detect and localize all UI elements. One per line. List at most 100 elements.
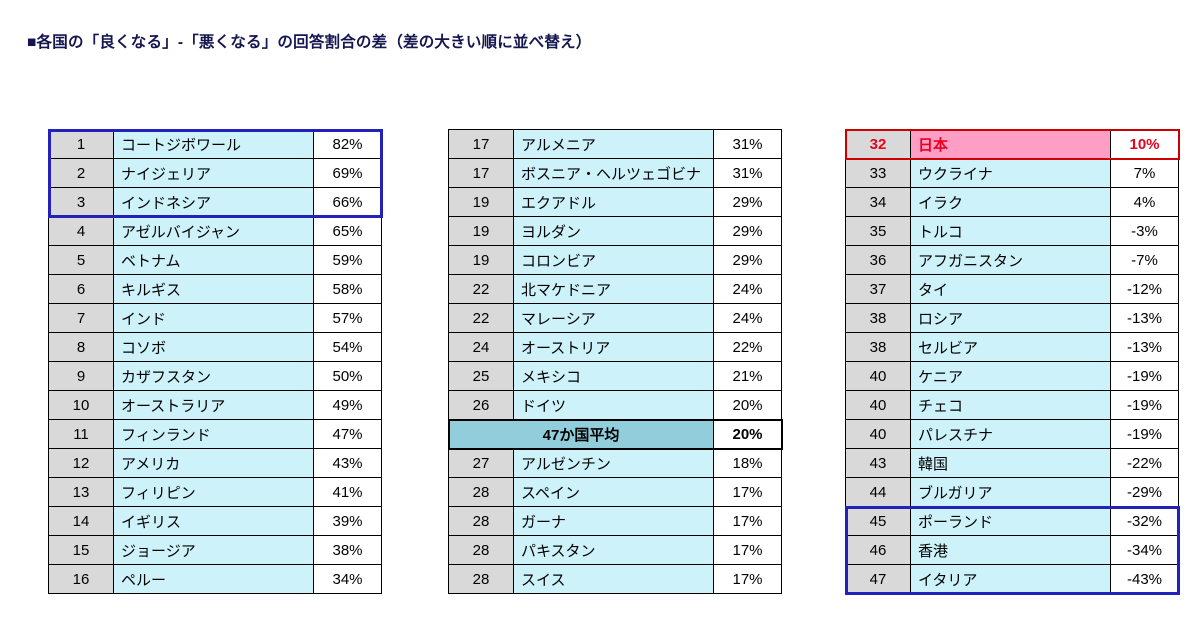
value-cell: 65% <box>314 217 382 246</box>
rank-cell: 17 <box>449 159 514 188</box>
country-cell: ガーナ <box>514 507 714 536</box>
rank-cell: 13 <box>49 478 114 507</box>
value-cell: 38% <box>314 536 382 565</box>
country-cell: 日本 <box>911 130 1111 159</box>
page-title: ■各国の「良くなる」-「悪くなる」の回答割合の差（差の大きい順に並べ替え） <box>27 34 592 51</box>
table-row: 26 ドイツ 20% <box>449 391 782 420</box>
country-cell: コソボ <box>114 333 314 362</box>
country-cell: ロシア <box>911 304 1111 333</box>
value-cell: 31% <box>714 130 782 159</box>
country-cell: スペイン <box>514 478 714 507</box>
country-cell: トルコ <box>911 217 1111 246</box>
rank-cell: 28 <box>449 478 514 507</box>
ranking-table-1: 1 コートジボワール 82% 2 ナイジェリア 69% 3 インドネシア 66% 4 アゼルバイジャ… <box>48 129 383 594</box>
country-cell: ドイツ <box>514 391 714 420</box>
country-cell: ボスニア・ヘルツェゴビナ <box>514 159 714 188</box>
value-cell: -7% <box>1111 246 1179 275</box>
country-cell: ヨルダン <box>514 217 714 246</box>
rank-cell: 28 <box>449 507 514 536</box>
rank-cell: 27 <box>449 449 514 478</box>
rank-cell: 4 <box>49 217 114 246</box>
rank-cell: 19 <box>449 188 514 217</box>
table-row: 47 イタリア -43% <box>846 565 1179 594</box>
country-cell: パレスチナ <box>911 420 1111 449</box>
value-cell: -3% <box>1111 217 1179 246</box>
average-value-cell: 20% <box>714 420 782 449</box>
table-row: 8 コソボ 54% <box>49 333 382 362</box>
table-row: 35 トルコ -3% <box>846 217 1179 246</box>
table-row: 3 インドネシア 66% <box>49 188 382 217</box>
value-cell: 43% <box>314 449 382 478</box>
rank-cell: 22 <box>449 304 514 333</box>
country-cell: ペルー <box>114 565 314 594</box>
value-cell: 50% <box>314 362 382 391</box>
rank-cell: 24 <box>449 333 514 362</box>
table-row: 24 オーストリア 22% <box>449 333 782 362</box>
table-row: 38 セルビア -13% <box>846 333 1179 362</box>
value-cell: 22% <box>714 333 782 362</box>
value-cell: 17% <box>714 478 782 507</box>
value-cell: -12% <box>1111 275 1179 304</box>
country-cell: カザフスタン <box>114 362 314 391</box>
table-row: 16 ペルー 34% <box>49 565 382 594</box>
rank-cell: 19 <box>449 217 514 246</box>
rank-cell: 28 <box>449 565 514 594</box>
table-row: 46 香港 -34% <box>846 536 1179 565</box>
country-cell: タイ <box>911 275 1111 304</box>
ranking-tables-container: 1 コートジボワール 82% 2 ナイジェリア 69% 3 インドネシア 66% 4 アゼルバイジャ… <box>0 129 1200 599</box>
country-cell: インド <box>114 304 314 333</box>
table-row: 25 メキシコ 21% <box>449 362 782 391</box>
ranking-table-3: 32 日本 10% 33 ウクライナ 7% 34 イラク 4% 35 トルコ -3% 36 アフガニスタン… <box>845 129 1180 595</box>
average-row: 47か国平均 20% <box>448 419 783 450</box>
table-row: 6 キルギス 58% <box>49 275 382 304</box>
bottom3-highlight-group: 45 ポーランド -32% 46 香港 -34% 47 イタリア -43% <box>845 506 1180 595</box>
country-cell: セルビア <box>911 333 1111 362</box>
table-row: 40 ケニア -19% <box>846 362 1179 391</box>
country-cell: 北マケドニア <box>514 275 714 304</box>
country-cell: キルギス <box>114 275 314 304</box>
country-cell: ポーランド <box>911 507 1111 536</box>
table-row: 22 マレーシア 24% <box>449 304 782 333</box>
value-cell: 34% <box>314 565 382 594</box>
country-cell: ケニア <box>911 362 1111 391</box>
table-row: 37 タイ -12% <box>846 275 1179 304</box>
table-row: 9 カザフスタン 50% <box>49 362 382 391</box>
value-cell: 59% <box>314 246 382 275</box>
country-cell: エクアドル <box>514 188 714 217</box>
rank-cell: 3 <box>49 188 114 217</box>
rank-cell: 32 <box>846 130 911 159</box>
table-row: 34 イラク 4% <box>846 188 1179 217</box>
value-cell: 58% <box>314 275 382 304</box>
value-cell: -29% <box>1111 478 1179 507</box>
value-cell: 29% <box>714 188 782 217</box>
country-cell: アゼルバイジャン <box>114 217 314 246</box>
value-cell: 10% <box>1111 130 1179 159</box>
table-row: 43 韓国 -22% <box>846 449 1179 478</box>
country-cell: ウクライナ <box>911 159 1111 188</box>
rank-cell: 38 <box>846 304 911 333</box>
table-row: 19 ヨルダン 29% <box>449 217 782 246</box>
table-row: 33 ウクライナ 7% <box>846 159 1179 188</box>
rank-cell: 8 <box>49 333 114 362</box>
rank-cell: 10 <box>49 391 114 420</box>
country-cell: 香港 <box>911 536 1111 565</box>
table-row: 28 パキスタン 17% <box>449 536 782 565</box>
rank-cell: 37 <box>846 275 911 304</box>
average-label: 47か国平均 <box>449 420 714 449</box>
rank-cell: 43 <box>846 449 911 478</box>
table-row: 4 アゼルバイジャン 65% <box>49 217 382 246</box>
table-row: 19 エクアドル 29% <box>449 188 782 217</box>
table-row: 15 ジョージア 38% <box>49 536 382 565</box>
country-cell: オーストラリア <box>114 391 314 420</box>
rank-cell: 12 <box>49 449 114 478</box>
value-cell: 29% <box>714 217 782 246</box>
country-cell: イギリス <box>114 507 314 536</box>
japan-highlight-group: 32 日本 10% <box>845 129 1180 160</box>
country-cell: スイス <box>514 565 714 594</box>
value-cell: 69% <box>314 159 382 188</box>
value-cell: -19% <box>1111 420 1179 449</box>
value-cell: -32% <box>1111 507 1179 536</box>
rank-cell: 35 <box>846 217 911 246</box>
country-cell: ベトナム <box>114 246 314 275</box>
rank-cell: 34 <box>846 188 911 217</box>
